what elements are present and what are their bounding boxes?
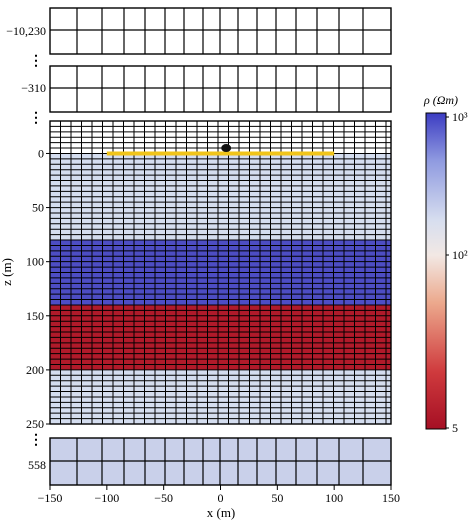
- colorbar-tick-label-top: 10³: [452, 110, 468, 124]
- ellipsis-1: ⋮: [29, 54, 43, 69]
- z-tick-label: 200: [26, 363, 44, 377]
- deep-air-mesh-lines: [50, 8, 391, 54]
- x-axis-label: x (m): [207, 505, 236, 520]
- x-axis-ticks: −150 −100 −50 0 50 100 150: [38, 485, 400, 505]
- z-tick-label: 100: [26, 255, 44, 269]
- colorbar-gradient: [425, 112, 447, 430]
- z-tick-label: 50: [32, 201, 44, 215]
- deep-air-panel: [49, 7, 392, 55]
- ellipsis-3: ⋮: [29, 433, 43, 448]
- z-tick-deep-bottom: 558: [28, 458, 46, 472]
- deep-ground-panel: [49, 437, 392, 486]
- x-tick-label: 50: [271, 491, 283, 505]
- z-tick-deep-top: −10,230: [6, 24, 46, 38]
- air-mesh-lines: [50, 66, 391, 112]
- z-tick-label: 0: [38, 146, 44, 160]
- z-axis-label: z (m): [0, 258, 14, 286]
- z-axis-ticks: 0 50 100 150 200 250: [26, 146, 50, 431]
- z-tick-air: −310: [21, 81, 46, 95]
- air-panel: [49, 65, 392, 113]
- colorbar: [425, 112, 449, 430]
- x-tick-label: 150: [382, 491, 400, 505]
- main-panel-frame: [49, 120, 392, 425]
- x-tick-label: −150: [38, 491, 63, 505]
- source-marker: [221, 144, 232, 153]
- colorbar-title: ρ (Ωm): [423, 93, 458, 107]
- deep-ground-mesh-lines: [50, 438, 391, 485]
- main-mesh-grid: [50, 121, 391, 424]
- z-tick-label: 250: [26, 417, 44, 431]
- z-tick-label: 150: [26, 309, 44, 323]
- main-mesh-panel: [49, 120, 392, 425]
- x-tick-label: 100: [325, 491, 343, 505]
- x-tick-label: 0: [218, 491, 224, 505]
- x-tick-label: −100: [94, 491, 119, 505]
- ellipsis-2: ⋮: [29, 111, 43, 126]
- x-tick-label: −50: [154, 491, 173, 505]
- colorbar-tick-label-bottom: 5: [452, 421, 458, 435]
- colorbar-tick-label-mid: 10²: [452, 248, 468, 262]
